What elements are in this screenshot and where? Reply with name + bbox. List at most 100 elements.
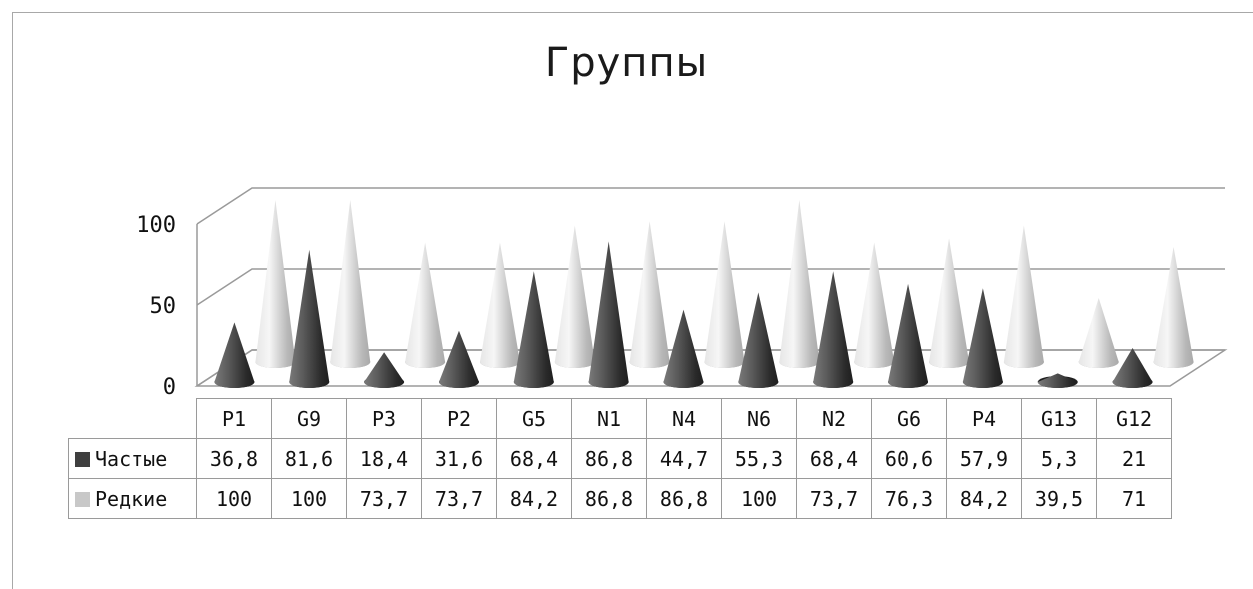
cone-frequent-P4	[962, 288, 1003, 389]
category-label: P2	[421, 398, 497, 439]
table-corner	[69, 399, 197, 439]
category-label: N1	[571, 398, 647, 439]
data-value-cell: 86,8	[646, 478, 722, 519]
cone-frequent-G12-body	[1112, 347, 1153, 389]
series-row-0: Частые 36,8 81,6 18,4 31,6 68,4 86,8 44,7 55,3 68…	[68, 438, 1172, 479]
category-label: N6	[721, 398, 797, 439]
cone-rare-G12-body	[1153, 246, 1194, 368]
data-value-cell: 36,8	[196, 438, 272, 479]
cone-frequent-G12	[1112, 347, 1153, 389]
data-value-cell: 68,4	[496, 438, 572, 479]
data-value-cell: 44,7	[646, 438, 722, 479]
cone-frequent-G9	[289, 249, 330, 388]
data-value-cell: 60,6	[871, 438, 947, 479]
category-label: N2	[796, 398, 872, 439]
cone-rare-G6-body	[929, 238, 970, 368]
cone-rare-N1	[629, 221, 670, 368]
y-tick-label: 50	[150, 294, 177, 319]
cone-frequent-N1	[588, 241, 629, 389]
data-value-cell: 84,2	[946, 478, 1022, 519]
cone-rare-P2	[479, 242, 520, 368]
y-tick-label: 100	[136, 213, 176, 238]
cone-rare-G9-body	[330, 200, 371, 368]
cone-rare-P3	[405, 242, 446, 368]
data-value-cell: 73,7	[421, 478, 497, 519]
gridline	[196, 187, 1225, 225]
category-label: N4	[646, 398, 722, 439]
cone-rare-N6	[779, 200, 820, 368]
data-value-cell: 55,3	[721, 438, 797, 479]
cone-frequent-N4-body	[663, 309, 704, 389]
cone-rare-P1	[255, 200, 296, 368]
data-value-cell: 73,7	[796, 478, 872, 519]
data-value-cell: 39,5	[1021, 478, 1097, 519]
cone-rare-N6-body	[779, 200, 820, 368]
cone-rare-G5	[554, 225, 595, 368]
data-value-cell: 68,4	[796, 438, 872, 479]
cone-frequent-N2	[813, 271, 854, 389]
data-value-cell: 73,7	[346, 478, 422, 519]
data-value-cell: 100	[271, 478, 347, 519]
category-label: G6	[871, 398, 947, 439]
data-table: P1 G9 P3 P2 G5 N1 N4 N6 N2 G6 P4 G13 G12 Частые 36,8 8…	[68, 398, 1172, 519]
cone-rare-P1-body	[255, 200, 296, 368]
data-value-cell: 21	[1096, 438, 1172, 479]
cone-rare-N4	[704, 221, 745, 368]
data-value-cell: 18,4	[346, 438, 422, 479]
legend-swatch	[75, 451, 90, 467]
chart-title: Группы	[544, 40, 709, 86]
series-row-1: Редкие 100 100 73,7 73,7 84,2 86,8 86,8 100 73,7 7…	[68, 478, 1172, 519]
chart-frame	[12, 12, 1253, 589]
cone-frequent-N1-body	[588, 241, 629, 389]
data-value-cell: 81,6	[271, 438, 347, 479]
data-value-cell: 31,6	[421, 438, 497, 479]
category-label: G5	[496, 398, 572, 439]
cone-frequent-N4	[663, 309, 704, 389]
cone-frequent-P1	[214, 322, 255, 389]
category-label: P1	[196, 398, 272, 439]
cone-frequent-G5-body	[513, 271, 554, 389]
cone-rare-G6	[929, 238, 970, 368]
data-value-cell: 57,9	[946, 438, 1022, 479]
cone-rare-N2-body	[854, 242, 895, 368]
cone-frequent-P2	[438, 330, 479, 389]
data-value-cell: 100	[196, 478, 272, 519]
cone-rare-G13	[1078, 298, 1119, 368]
cone-frequent-G13	[1037, 373, 1078, 389]
cone-frequent-N6-body	[738, 292, 779, 389]
legend-label: Редкие	[95, 486, 168, 511]
legend-entry: Частые	[68, 438, 197, 479]
legend-entry: Редкие	[68, 478, 197, 519]
cone-frequent-P1-body	[214, 322, 255, 389]
cone-frequent-N2-body	[813, 271, 854, 389]
data-value-cell: 76,3	[871, 478, 947, 519]
cone-frequent-P4-body	[962, 288, 1003, 389]
cone-rare-N4-body	[704, 221, 745, 368]
data-value-cell: 100	[721, 478, 797, 519]
cone-frequent-P3	[364, 352, 405, 389]
cone-rare-N1-body	[629, 221, 670, 368]
cone-frequent-G6-body	[888, 283, 929, 389]
data-value-cell: 84,2	[496, 478, 572, 519]
cone-rare-G9	[330, 200, 371, 368]
cone-rare-G12	[1153, 246, 1194, 368]
cone-rare-G5-body	[554, 225, 595, 368]
cone-rare-P2-body	[479, 242, 520, 368]
cone-rare-P4-body	[1003, 225, 1044, 368]
cone-rare-N2	[854, 242, 895, 368]
y-tick-label: 0	[163, 375, 176, 400]
cone-rare-P4	[1003, 225, 1044, 368]
cone-frequent-G6	[888, 283, 929, 389]
legend-swatch	[75, 491, 90, 507]
legend-label: Частые	[95, 446, 168, 471]
cone-rare-G13-body	[1078, 298, 1119, 368]
category-label: P4	[946, 398, 1022, 439]
cone-frequent-G5	[513, 271, 554, 389]
category-header-row: P1 G9 P3 P2 G5 N1 N4 N6 N2 G6 P4 G13 G12	[69, 398, 1172, 439]
cone-frequent-G9-body	[289, 249, 330, 388]
category-label: G13	[1021, 398, 1097, 439]
data-value-cell: 86,8	[571, 478, 647, 519]
cone-frequent-P2-body	[438, 330, 479, 389]
cone-frequent-P3-body	[364, 352, 405, 389]
